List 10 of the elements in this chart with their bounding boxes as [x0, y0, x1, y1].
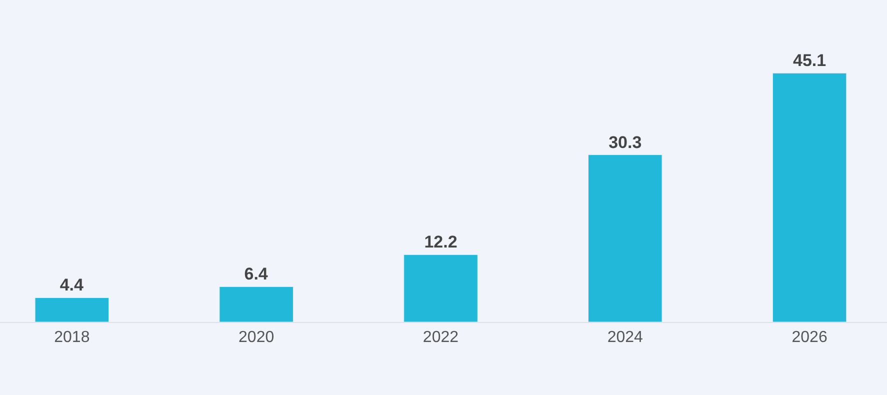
x-tick-label: 2026 [792, 329, 828, 346]
x-tick-label: 2022 [422, 329, 459, 346]
data-label: 6.4 [244, 264, 268, 284]
x-tick-label: 2024 [607, 329, 644, 346]
data-label: 30.3 [608, 132, 642, 152]
x-tick-label: 2020 [238, 329, 274, 346]
data-label: 12.2 [424, 232, 458, 252]
data-label: 45.1 [793, 51, 826, 70]
x-tick-label: 2018 [54, 329, 90, 346]
data-label: 4.4 [60, 276, 84, 295]
